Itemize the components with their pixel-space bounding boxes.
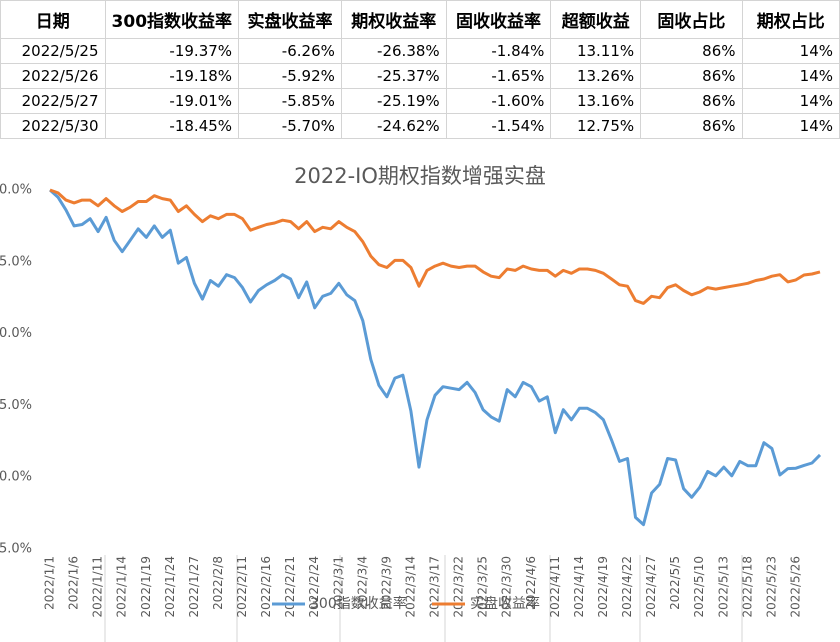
x-tick-label: 2022/1/27 [187, 556, 201, 618]
x-tick-label: 2022/1/1 [43, 556, 57, 610]
table-cell: 86% [640, 113, 743, 139]
table-cell: 2022/5/30 [0, 113, 106, 139]
table-cell: -18.45% [104, 113, 240, 139]
chart-title: 2022-IO期权指数增强实盘 [294, 164, 546, 188]
y-tick-label: 0.0% [0, 183, 32, 198]
x-tick-label: 2022/3/14 [403, 556, 417, 618]
table-cell: -26.38% [340, 38, 447, 64]
x-tick-label: 2022/2/11 [235, 556, 249, 618]
table-cell: 14% [741, 63, 840, 89]
x-tick-label: 2022/4/19 [596, 556, 610, 618]
x-tick-label: 2022/5/18 [740, 556, 754, 618]
x-tick-label: 2022/4/6 [524, 556, 538, 610]
y-tick-label: -10.0% [0, 326, 32, 341]
x-tick-label: 2022/4/22 [620, 556, 634, 618]
header-cell: 日期 [0, 0, 106, 39]
x-tick-label: 2022/2/24 [307, 556, 321, 618]
x-tick-label: 2022/5/23 [764, 556, 778, 618]
table-row: 2022/5/27 -19.01% -5.85% -25.19% -1.60% 13.16… [0, 88, 840, 114]
header-cell: 固收占比 [640, 0, 743, 39]
table-cell: 14% [741, 88, 840, 114]
x-tick-label: 2022/3/30 [500, 556, 514, 618]
table-cell: -1.84% [445, 38, 552, 64]
x-tick-label: 2022/3/17 [428, 556, 442, 618]
header-cell: 期权占比 [741, 0, 840, 39]
table-cell: 13.11% [550, 38, 642, 64]
y-tick-label: -25.0% [0, 542, 32, 557]
x-tick-label: 2022/3/1 [331, 556, 345, 610]
x-tick-label: 2022/2/8 [211, 556, 225, 610]
table-cell: -19.01% [104, 88, 240, 114]
y-tick-label: -5.0% [0, 254, 32, 269]
table-body: 2022/5/25 -19.37% -6.26% -26.38% -1.84% 13.11… [0, 38, 840, 139]
header-cell: 期权收益率 [340, 0, 447, 39]
table-row: 2022/5/25 -19.37% -6.26% -26.38% -1.84% 13.11… [0, 38, 840, 64]
x-tick-label: 2022/3/22 [452, 556, 466, 618]
y-tick-label: -20.0% [0, 470, 32, 485]
x-tick-label: 2022/3/25 [476, 556, 490, 618]
x-tick-label: 2022/1/6 [67, 556, 81, 610]
table-cell: 14% [741, 113, 840, 139]
table-cell: 86% [640, 88, 743, 114]
table-cell: 2022/5/25 [0, 38, 106, 64]
table-cell: -5.85% [238, 88, 342, 114]
table-cell: -25.19% [340, 88, 447, 114]
table-cell: -6.26% [238, 38, 342, 64]
table-cell: 14% [741, 38, 840, 64]
table-cell: -24.62% [340, 113, 447, 139]
table-cell: 86% [640, 38, 743, 64]
legend-label: 300指数收益率 [310, 595, 407, 612]
table-cell: -1.54% [445, 113, 552, 139]
header-cell: 300指数收益率 [104, 0, 240, 39]
x-tick-label: 2022/5/26 [788, 556, 802, 618]
x-tick-label: 2022/1/14 [115, 556, 129, 618]
table-cell: -1.65% [445, 63, 552, 89]
x-tick-label: 2022/5/13 [716, 556, 730, 618]
table-row: 2022/5/26 -19.18% -5.92% -25.37% -1.65% 13.26… [0, 63, 840, 89]
series-line [48, 188, 822, 527]
header-cell: 固收收益率 [445, 0, 552, 39]
table-row: 2022/5/30 -18.45% -5.70% -24.62% -1.54% 12.75… [0, 113, 840, 139]
x-tick-label: 2022/5/5 [668, 556, 682, 610]
x-tick-label: 2022/3/4 [355, 556, 369, 610]
legend-label: 实盘收益率 [470, 595, 540, 612]
table-cell: -25.37% [340, 63, 447, 89]
x-tick-label: 2022/4/27 [644, 556, 658, 618]
table-cell: 2022/5/26 [0, 63, 106, 89]
y-tick-label: -15.0% [0, 398, 32, 413]
data-table: 日期 300指数收益率 实盘收益率 期权收益率 固收收益率 超额收益 固收占比 期权占比 20… [0, 0, 840, 139]
cell-gridlines [104, 555, 743, 642]
x-tick-label: 2022/2/16 [259, 556, 273, 618]
x-tick-label: 2022/1/19 [139, 556, 153, 618]
series-line [49, 188, 821, 305]
x-tick-label: 2022/4/14 [572, 556, 586, 618]
x-tick-label: 2022/2/21 [283, 556, 297, 618]
x-tick-label: 2022/5/10 [692, 556, 706, 618]
x-tick-label: 2022/3/9 [379, 556, 393, 610]
x-tick-label: 2022/1/24 [163, 556, 177, 618]
table-cell: -5.70% [238, 113, 342, 139]
table-cell: 13.16% [550, 88, 642, 114]
table-cell: -19.37% [104, 38, 240, 64]
header-row: 日期 300指数收益率 实盘收益率 期权收益率 固收收益率 超额收益 固收占比 期权占比 [0, 0, 840, 39]
x-tick-label: 2022/4/11 [548, 556, 562, 618]
table-cell: 2022/5/27 [0, 88, 106, 114]
x-tick-label: 2022/1/11 [91, 556, 105, 618]
table-cell: 12.75% [550, 113, 642, 139]
